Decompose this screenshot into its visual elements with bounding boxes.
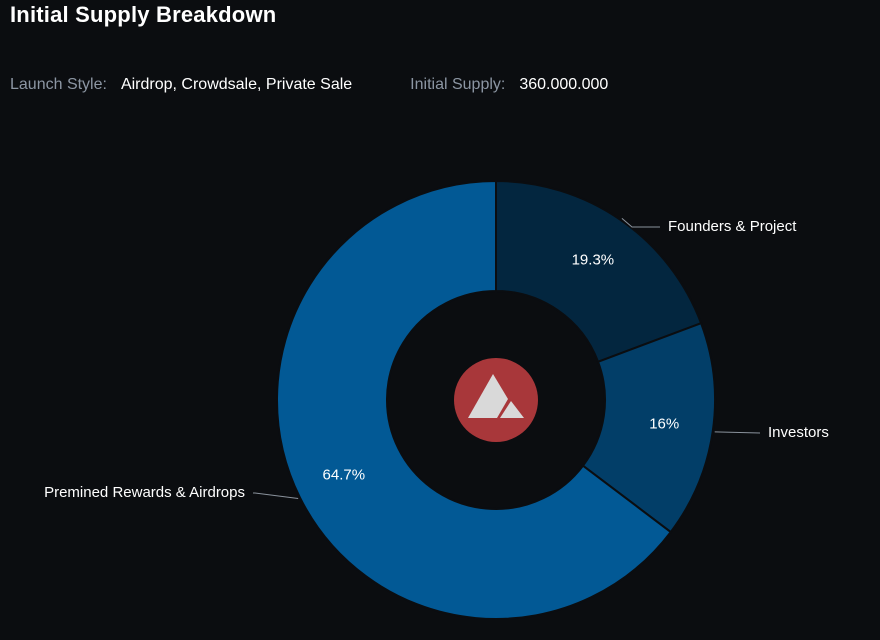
data-label-premined-rewards-airdrops: 64.7% [323, 467, 366, 484]
connector-premined-rewards-airdrops [253, 492, 299, 499]
donut-slices [276, 179, 716, 620]
category-label-premined-rewards-airdrops: Premined Rewards & Airdrops [44, 484, 245, 501]
slice-founders-project[interactable] [495, 179, 703, 364]
slice-premined-rewards-airdrops[interactable] [276, 179, 673, 620]
slice-investors[interactable] [581, 321, 716, 534]
data-label-founders-project: 19.3% [572, 251, 615, 268]
category-label-investors: Investors [768, 424, 829, 441]
avalanche-logo-small-triangle [500, 401, 524, 418]
donut-labels: 19.3% Founders & Project 16% Investors 64.7%… [44, 218, 829, 501]
connector-founders-project [621, 218, 660, 228]
avalanche-logo-icon [468, 374, 508, 418]
connector-investors [714, 431, 761, 434]
label-connectors [253, 218, 761, 499]
initial-supply-value: 360.000.000 [519, 76, 609, 93]
launch-style-label: Launch Style: [10, 76, 107, 93]
center-logo [454, 358, 538, 442]
launch-style-value: Airdrop, Crowdsale, Private Sale [120, 76, 353, 93]
initial-supply-label: Initial Supply: [410, 76, 506, 93]
data-label-investors: 16% [649, 415, 679, 432]
page-title: Initial Supply Breakdown [10, 2, 277, 27]
category-label-founders-project: Founders & Project [668, 218, 797, 235]
supply-info-row: Launch Style: Airdrop, Crowdsale, Privat… [10, 76, 608, 94]
